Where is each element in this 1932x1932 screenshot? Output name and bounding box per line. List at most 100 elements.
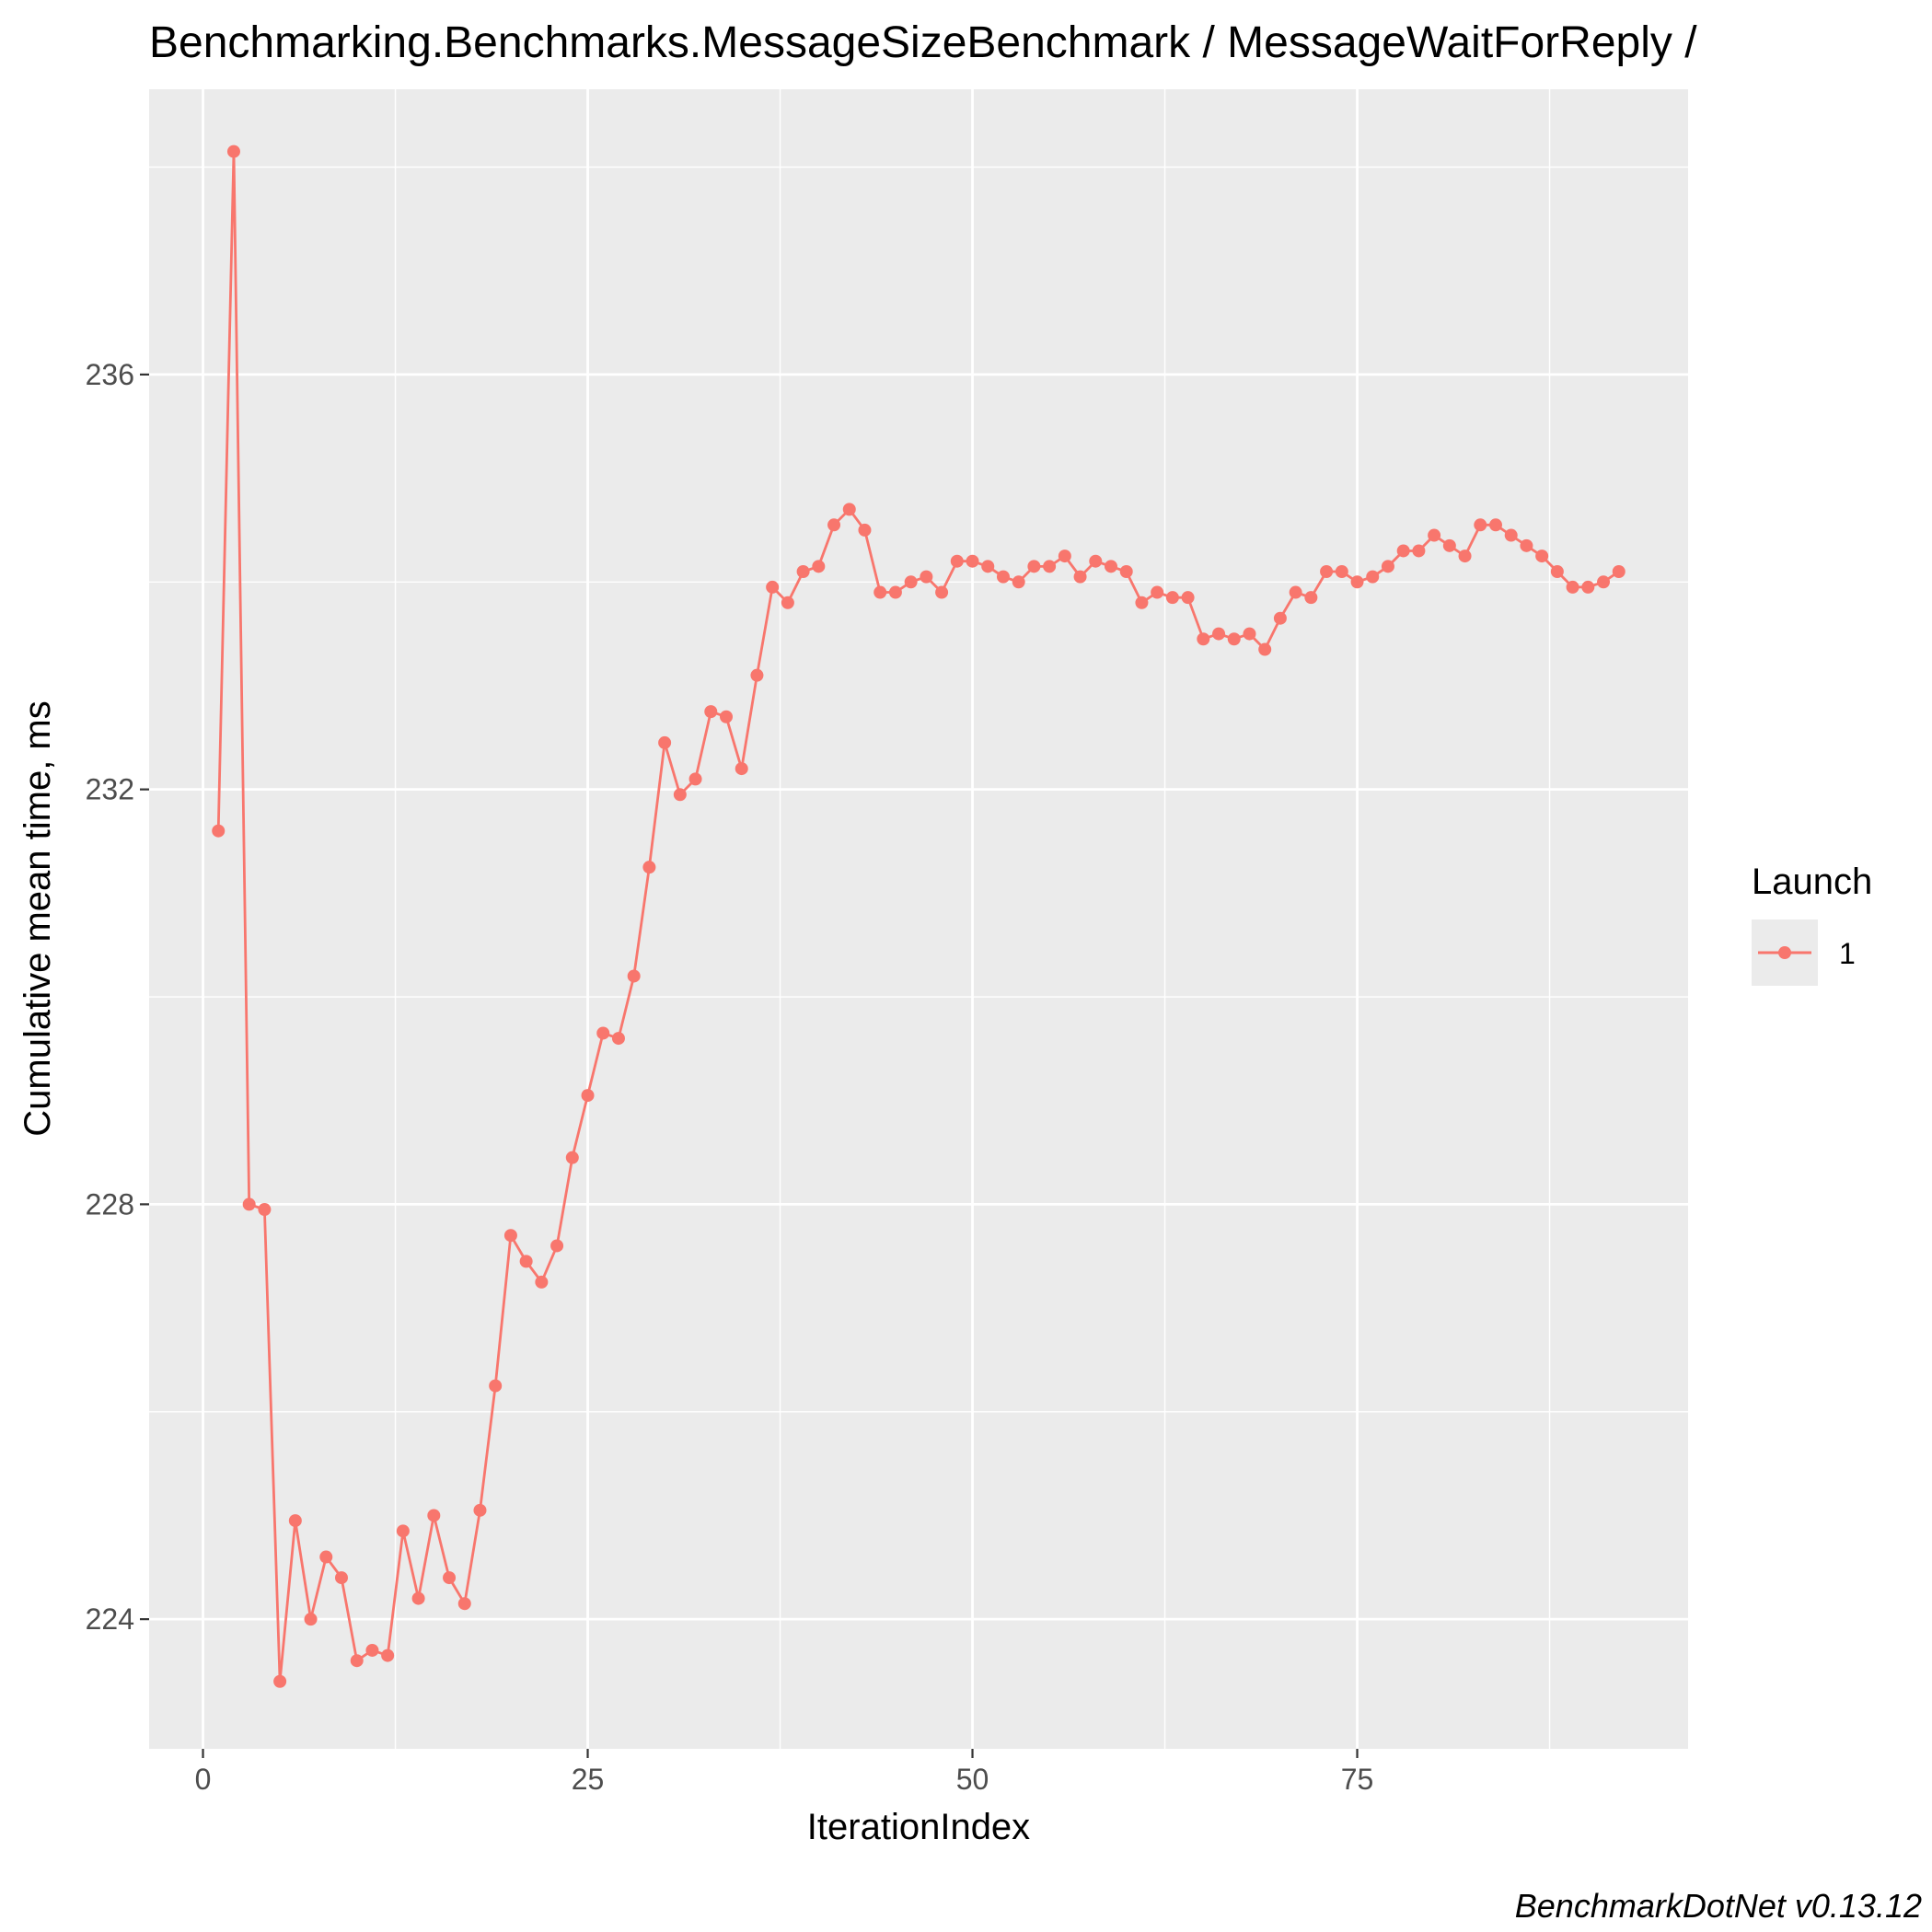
data-point	[1012, 575, 1025, 589]
data-point	[1273, 611, 1287, 625]
data-point	[966, 554, 979, 568]
data-point	[950, 554, 964, 568]
legend-key-point	[1778, 946, 1791, 959]
data-point	[288, 1514, 302, 1528]
data-point	[781, 596, 794, 609]
data-point	[1597, 575, 1611, 589]
data-point	[673, 788, 687, 802]
data-point	[873, 585, 887, 599]
data-point	[1612, 564, 1625, 578]
data-point	[565, 1151, 579, 1164]
data-point	[1227, 632, 1241, 646]
x-tick-label: 75	[1341, 1763, 1374, 1796]
data-point	[642, 861, 656, 874]
data-point	[1043, 560, 1057, 573]
data-point	[1258, 642, 1272, 656]
data-point	[1581, 580, 1595, 594]
data-point	[381, 1649, 395, 1662]
data-point	[1105, 560, 1117, 573]
data-point	[1320, 564, 1334, 578]
data-point	[1119, 564, 1133, 578]
data-point	[365, 1643, 379, 1657]
minor-gridlines	[149, 89, 1688, 1749]
data-point	[1366, 570, 1380, 584]
data-point	[396, 1524, 410, 1538]
data-point	[904, 575, 918, 589]
data-point	[688, 772, 702, 786]
legend-title: Launch	[1752, 862, 1872, 902]
x-tick-labels: 0 25 50 75	[195, 1763, 1374, 1796]
y-tick-label: 236	[86, 358, 134, 391]
data-point	[1165, 591, 1179, 605]
data-point	[226, 145, 240, 158]
data-point	[1566, 580, 1579, 594]
data-point	[258, 1203, 272, 1217]
data-point	[457, 1597, 471, 1611]
data-point	[581, 1089, 595, 1103]
data-point	[519, 1255, 533, 1268]
data-point	[1212, 627, 1226, 641]
data-point	[1412, 544, 1426, 558]
major-gridlines	[149, 89, 1688, 1749]
data-point	[1135, 596, 1149, 609]
data-point	[750, 668, 764, 682]
data-point	[411, 1591, 425, 1605]
data-point	[888, 585, 902, 599]
data-point	[996, 570, 1010, 584]
x-tick-label: 25	[572, 1763, 605, 1796]
data-point	[1243, 627, 1256, 641]
data-point	[242, 1197, 256, 1211]
data-point	[1535, 550, 1549, 563]
data-point	[535, 1275, 549, 1289]
chart-title: Benchmarking.Benchmarks.MessageSizeBench…	[149, 18, 1697, 67]
y-tick-label: 232	[86, 773, 134, 806]
data-point	[1289, 585, 1302, 599]
data-point	[1073, 570, 1087, 584]
data-point	[796, 564, 810, 578]
x-tick-label: 0	[195, 1763, 212, 1796]
data-point	[1197, 632, 1210, 646]
data-point	[350, 1654, 364, 1668]
data-point	[1489, 518, 1502, 532]
data-point	[812, 560, 826, 573]
data-point	[1027, 560, 1041, 573]
data-point	[1381, 560, 1394, 573]
data-point	[766, 580, 780, 594]
data-point	[212, 824, 226, 838]
data-point	[489, 1379, 503, 1393]
series-layer	[212, 145, 1625, 1688]
data-point	[627, 969, 641, 983]
data-point	[1181, 591, 1195, 605]
data-point	[720, 710, 733, 723]
data-point	[1428, 528, 1441, 542]
data-point	[550, 1239, 564, 1253]
data-point	[920, 570, 933, 584]
x-tick-label: 50	[956, 1763, 989, 1796]
data-point	[473, 1503, 487, 1517]
y-tick-label: 228	[86, 1187, 134, 1221]
data-point	[658, 735, 672, 749]
data-point	[304, 1613, 318, 1626]
y-tick-label: 224	[86, 1602, 134, 1636]
chart-caption: BenchmarkDotNet v0.13.12	[1515, 1887, 1922, 1925]
data-point	[981, 560, 995, 573]
data-point	[611, 1032, 625, 1046]
data-point	[1335, 564, 1348, 578]
legend: Launch 1	[1752, 862, 1872, 986]
data-point	[273, 1674, 287, 1688]
data-point	[1474, 518, 1487, 532]
data-point	[1550, 564, 1564, 578]
data-point	[842, 503, 856, 516]
data-point	[1089, 554, 1103, 568]
axis-ticks	[140, 373, 1359, 1758]
data-point	[503, 1229, 517, 1243]
data-point	[1442, 538, 1456, 552]
data-point	[427, 1509, 441, 1522]
data-point	[319, 1550, 333, 1564]
y-axis-title: Cumulative mean time, ms	[17, 700, 58, 1136]
data-point	[335, 1571, 348, 1585]
data-point	[1458, 550, 1472, 563]
data-point	[935, 585, 949, 599]
data-point	[443, 1571, 457, 1585]
